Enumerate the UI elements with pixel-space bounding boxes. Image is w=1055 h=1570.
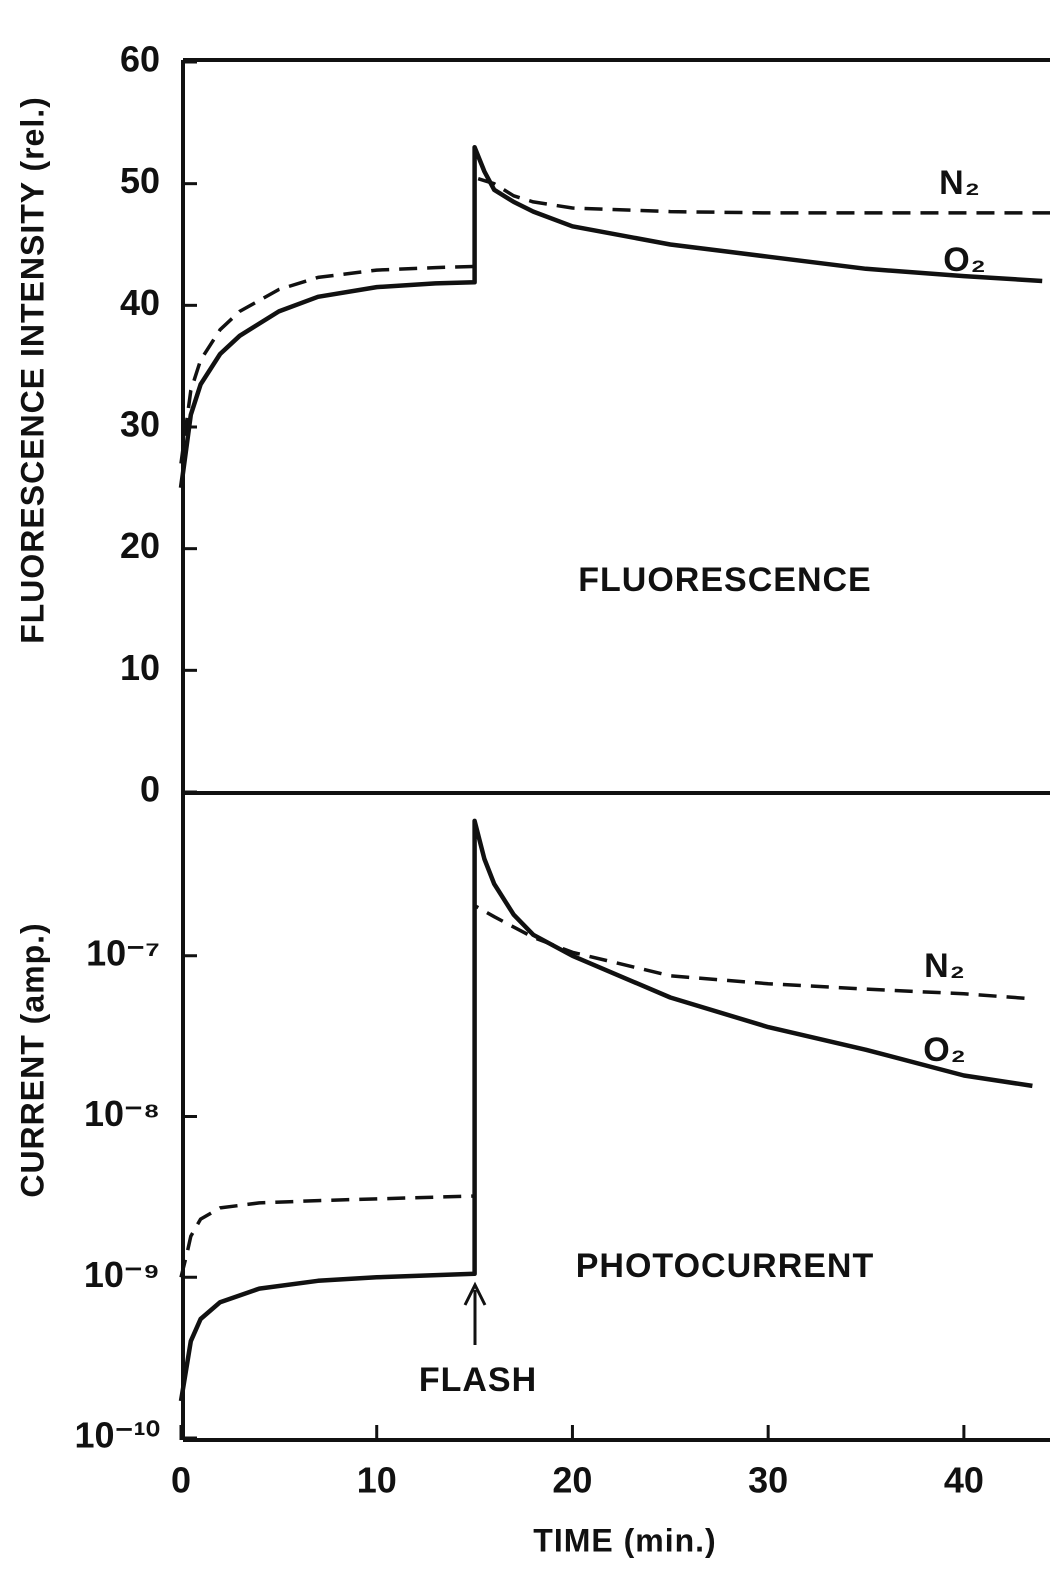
annotation: N₂ [924,947,966,985]
line-series [178,818,1033,1402]
annotation: PHOTOCURRENT [576,1247,875,1285]
x-tick-label: 30 [748,1460,788,1501]
annotation: FLUORESCENCE [578,561,871,599]
y-tick-label: 40 [120,282,160,323]
x-axis-label: TIME (min.) [533,1522,716,1558]
y-axis-label: CURRENT (amp.) [14,922,50,1197]
y-tick-label: 50 [120,160,160,201]
y-tick-label: 10⁻¹⁰ [75,1415,160,1456]
line-series [178,144,1043,489]
y-tick-label: 30 [120,404,160,445]
x-tick-label: 0 [171,1460,191,1501]
y-tick-label: 0 [140,769,160,810]
line-series [179,903,1033,1278]
annotation: O₂ [923,1031,967,1069]
y-tick-label: 60 [120,39,160,80]
annotation: FLASH [419,1361,537,1399]
x-tick-label: 10 [357,1460,397,1501]
flash-arrow-head [463,1281,487,1306]
x-tick-label: 40 [944,1460,984,1501]
x-tick-label: 20 [552,1460,592,1501]
y-tick-label: 10 [120,647,160,688]
line-series [179,175,1050,464]
y-tick-label: 10⁻⁹ [84,1254,160,1295]
y-tick-label: 20 [120,525,160,566]
y-tick-label: 10⁻⁷ [86,932,160,973]
annotation: N₂ [939,164,981,202]
y-axis-label: FLUORESCENCE INTENSITY (rel.) [14,96,50,644]
annotation: O₂ [943,241,987,279]
y-tick-label: 10⁻⁸ [84,1093,160,1134]
